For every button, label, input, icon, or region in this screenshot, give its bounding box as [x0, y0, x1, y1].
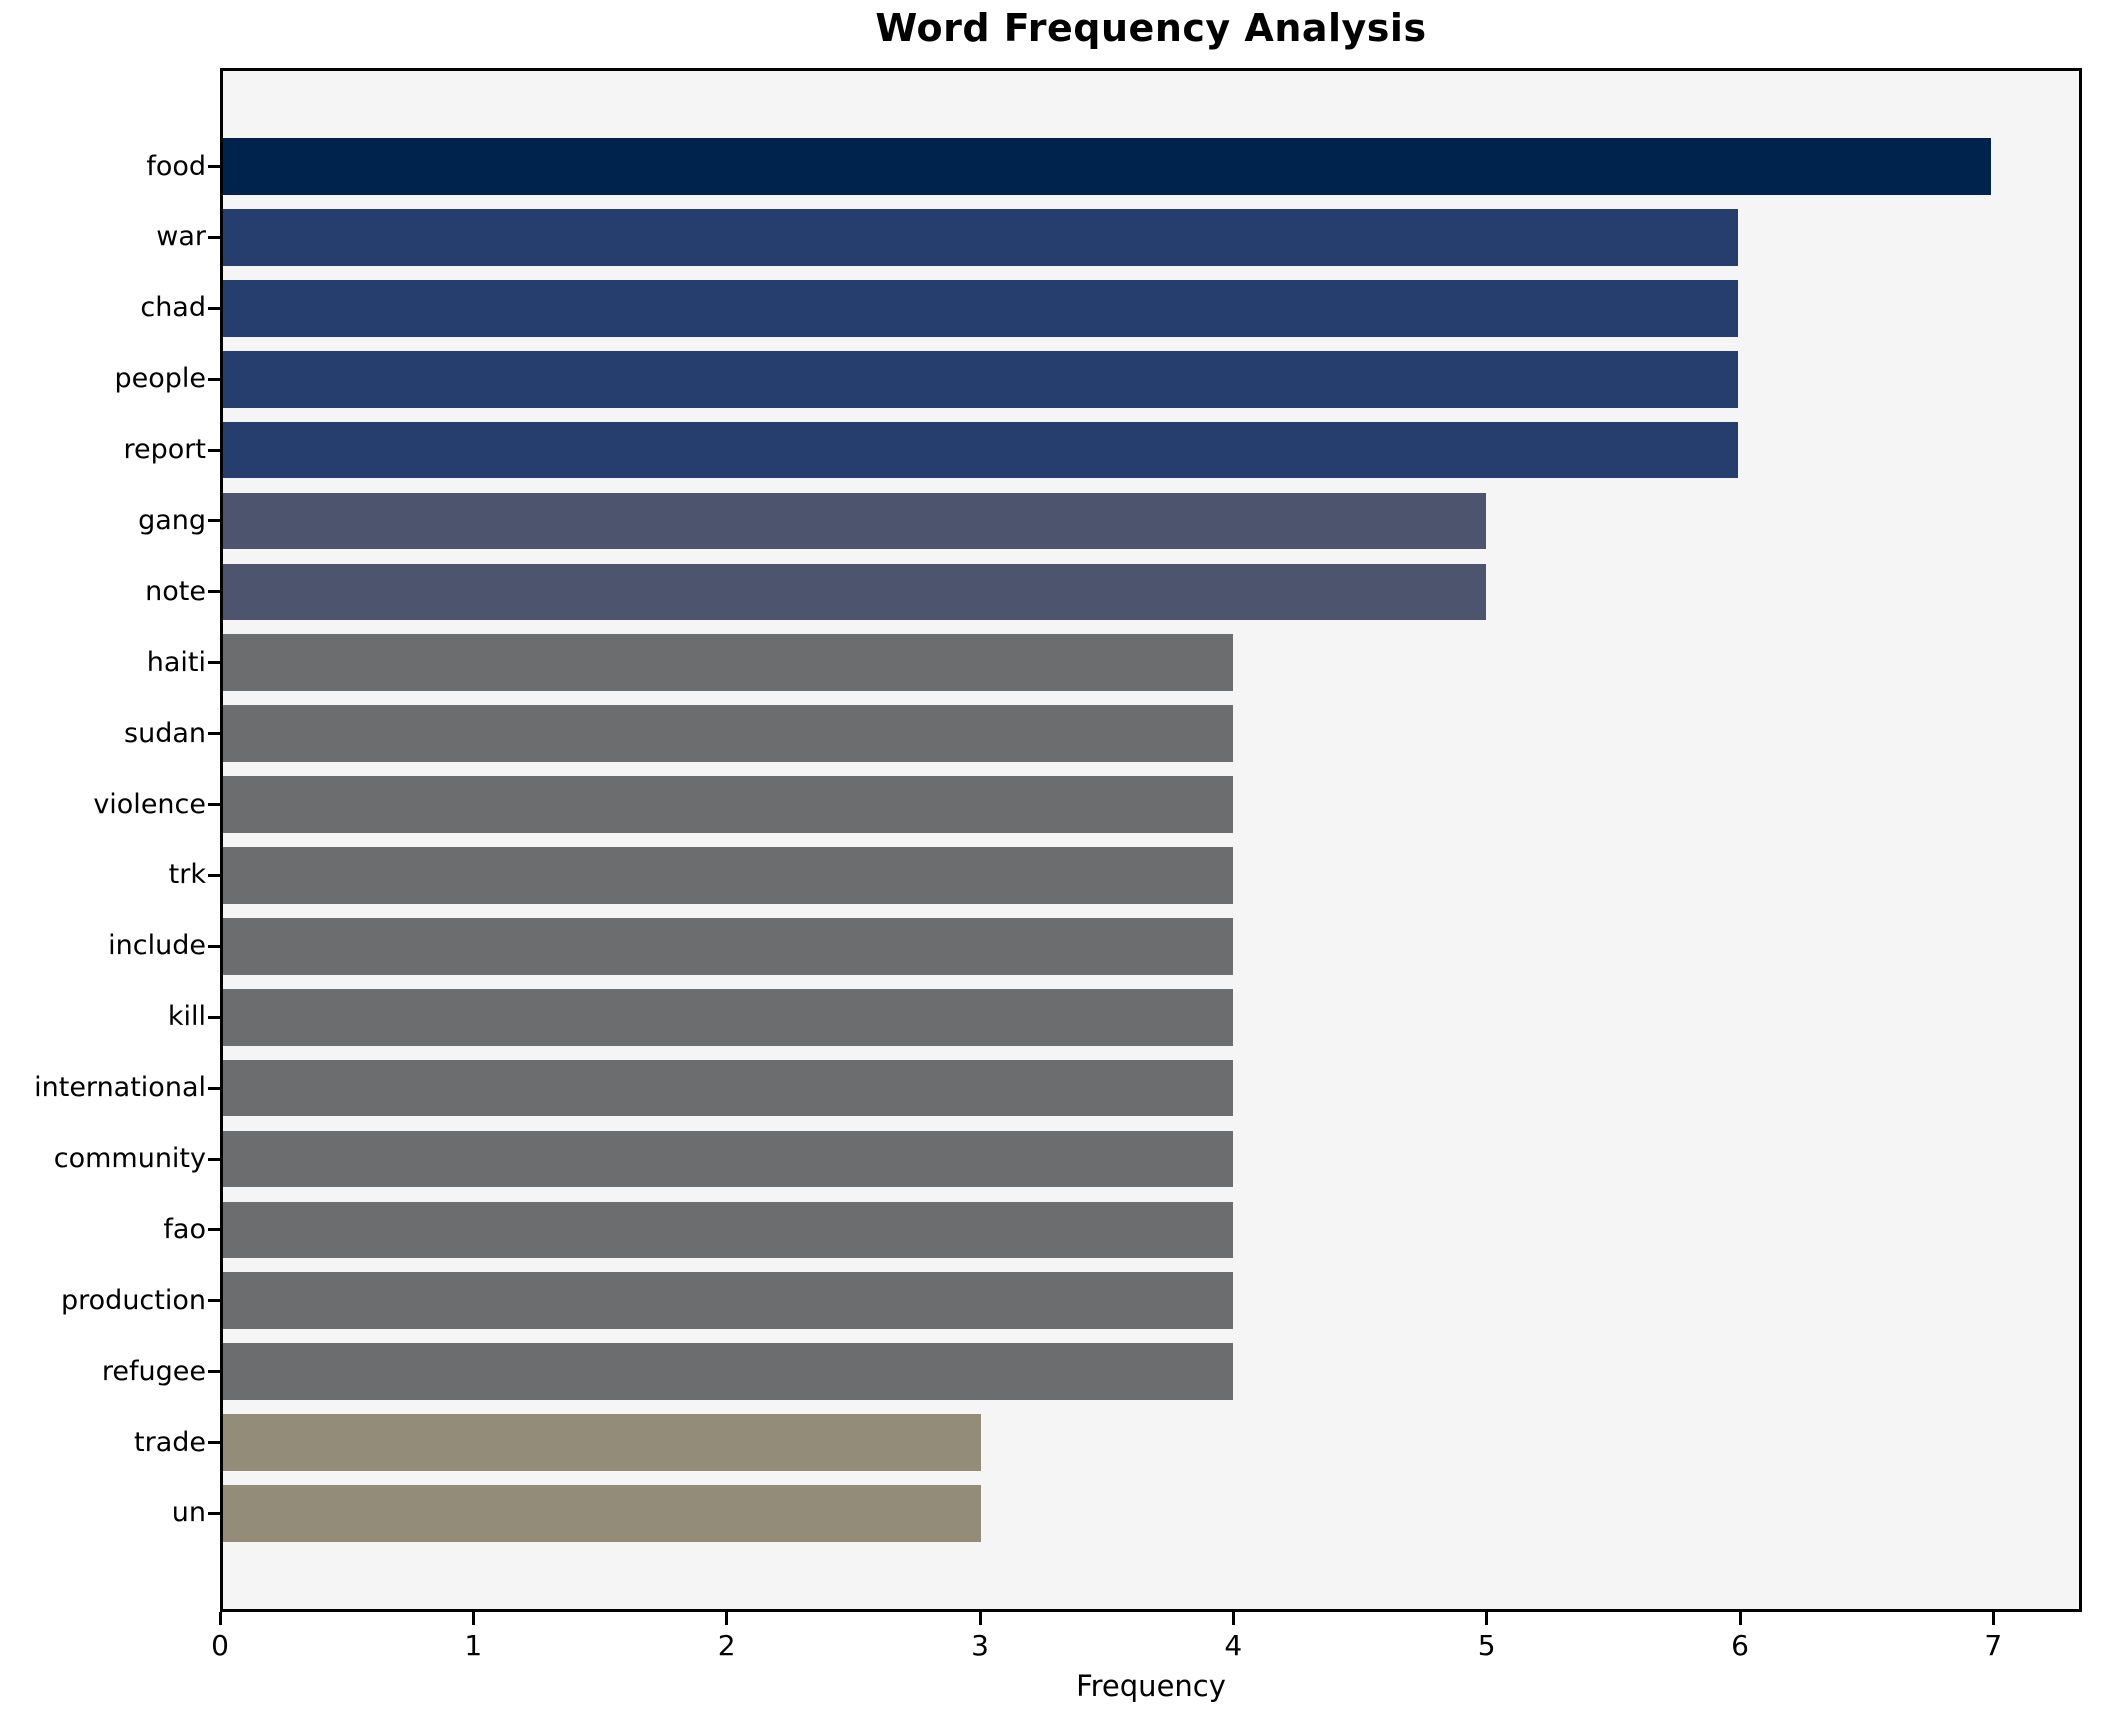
ytick-mark: [208, 1015, 220, 1019]
ytick-mark: [208, 661, 220, 665]
bar-trk: [223, 847, 1234, 904]
xtick-label-6: 6: [1731, 1629, 1749, 1662]
ytick-label-food: food: [146, 150, 206, 182]
x-axis-label: Frequency: [1076, 1669, 1226, 1703]
ytick-label-violence: violence: [93, 788, 206, 820]
ytick-mark: [208, 165, 220, 169]
ytick-mark: [208, 1511, 220, 1515]
xtick-mark: [725, 1612, 729, 1625]
bar-sudan: [223, 705, 1234, 762]
ytick-mark: [208, 235, 220, 239]
bar-people: [223, 350, 1739, 408]
bar-haiti: [223, 634, 1234, 692]
xtick-label-0: 0: [211, 1629, 229, 1662]
ytick-label-note: note: [145, 575, 206, 607]
ytick-label-sudan: sudan: [124, 717, 206, 749]
ytick-mark: [208, 1086, 220, 1090]
ytick-label-include: include: [108, 930, 206, 962]
ytick-mark: [208, 519, 220, 523]
bar-un: [223, 1485, 981, 1542]
ytick-mark: [208, 1299, 220, 1303]
ytick-label-haiti: haiti: [146, 646, 206, 678]
xtick-mark: [1231, 1612, 1235, 1625]
xtick-label-3: 3: [971, 1629, 989, 1662]
xtick-mark: [978, 1612, 982, 1625]
ytick-mark: [208, 1370, 220, 1374]
plot-area: [220, 68, 2082, 1612]
ytick-mark: [208, 1228, 220, 1232]
xtick-label-5: 5: [1477, 1629, 1496, 1662]
xtick-mark: [1485, 1612, 1489, 1625]
xtick-mark: [471, 1612, 475, 1625]
ytick-mark: [208, 448, 220, 452]
xtick-label-2: 2: [717, 1629, 736, 1662]
bar-community: [223, 1130, 1234, 1188]
bar-report: [223, 421, 1739, 479]
bar-kill: [223, 988, 1234, 1046]
ytick-label-war: war: [156, 221, 206, 253]
ytick-label-trade: trade: [134, 1426, 206, 1458]
xtick-mark: [1991, 1612, 1995, 1625]
ytick-label-trk: trk: [168, 859, 206, 891]
ytick-mark: [208, 590, 220, 594]
bar-refugee: [223, 1343, 1234, 1401]
bar-war: [223, 209, 1739, 266]
ytick-mark: [208, 306, 220, 310]
bar-trade: [223, 1414, 981, 1471]
bar-include: [223, 917, 1234, 975]
ytick-label-community: community: [53, 1143, 206, 1174]
chart-title: Word Frequency Analysis: [875, 6, 1427, 50]
ytick-label-report: report: [123, 434, 206, 466]
bar-fao: [223, 1201, 1234, 1259]
xtick-mark: [1738, 1612, 1742, 1625]
bar-note: [223, 563, 1486, 621]
ytick-mark: [208, 732, 220, 736]
ytick-label-people: people: [114, 363, 206, 395]
ytick-label-gang: gang: [138, 504, 206, 536]
bar-food: [223, 138, 1991, 195]
ytick-label-refugee: refugee: [101, 1355, 206, 1387]
ytick-mark: [208, 803, 220, 807]
xtick-label-4: 4: [1224, 1629, 1243, 1662]
bar-violence: [223, 776, 1234, 833]
bar-production: [223, 1272, 1234, 1330]
ytick-mark: [208, 1157, 220, 1161]
bar-chad: [223, 279, 1739, 337]
ytick-label-chad: chad: [140, 292, 206, 324]
ytick-label-international: international: [34, 1072, 206, 1104]
xtick-label-7: 7: [1984, 1629, 2003, 1662]
ytick-label-fao: fao: [163, 1213, 206, 1245]
bar-gang: [223, 492, 1486, 550]
xtick-label-1: 1: [464, 1629, 483, 1662]
ytick-mark: [208, 944, 220, 948]
ytick-mark: [208, 1441, 220, 1445]
ytick-mark: [208, 873, 220, 877]
ytick-mark: [208, 377, 220, 381]
ytick-label-un: un: [171, 1497, 206, 1529]
ytick-label-production: production: [61, 1284, 206, 1316]
ytick-label-kill: kill: [167, 1001, 206, 1033]
xtick-mark: [218, 1612, 222, 1625]
bar-international: [223, 1059, 1234, 1117]
